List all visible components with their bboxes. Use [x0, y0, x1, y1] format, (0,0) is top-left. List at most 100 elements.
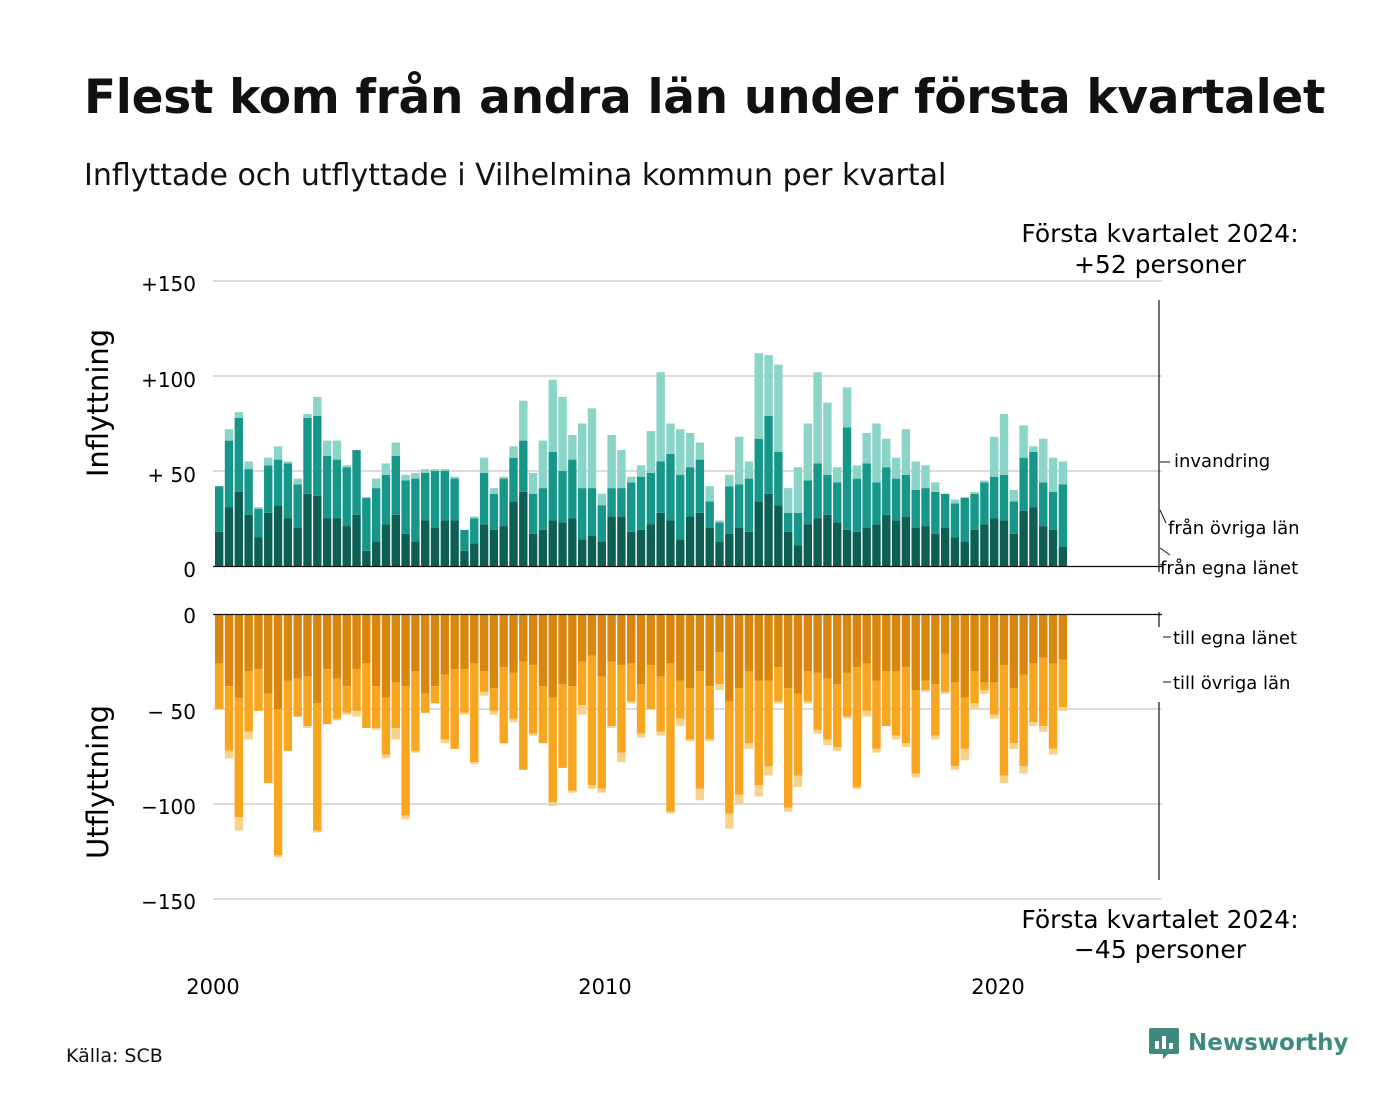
- bar-from-other-counties: [774, 452, 783, 506]
- bar-to-own-county: [362, 614, 371, 664]
- bar-to-other-counties: [479, 671, 489, 692]
- bar-from-other-counties: [999, 474, 1009, 521]
- bar-emigration: [244, 731, 253, 740]
- bar-from-own-county: [450, 520, 459, 566]
- bar-immigration: [528, 472, 538, 494]
- bar-immigration: [499, 476, 508, 479]
- bar-immigration: [901, 429, 911, 475]
- bar-from-other-counties: [960, 497, 969, 542]
- bar-emigration: [833, 747, 842, 751]
- bar-immigration: [891, 457, 901, 479]
- bar-emigration: [695, 788, 705, 801]
- bar-from-own-county: [303, 493, 312, 566]
- bar-from-other-counties: [891, 478, 901, 521]
- bar-from-own-county: [519, 491, 528, 566]
- bar-from-own-county: [509, 501, 518, 566]
- bar-immigration: [705, 486, 714, 502]
- bar-emigration: [313, 830, 322, 833]
- bar-emigration: [803, 701, 812, 704]
- bar-to-other-counties: [999, 665, 1009, 776]
- bar-immigration: [734, 436, 744, 485]
- bar-to-own-county: [754, 614, 763, 681]
- bar-from-other-counties: [744, 478, 754, 532]
- bar-from-other-counties: [617, 488, 626, 517]
- bar-immigration: [607, 434, 616, 489]
- bar-to-own-county: [1058, 614, 1068, 660]
- bar-to-other-counties: [715, 652, 724, 685]
- bar-from-other-counties: [872, 482, 881, 525]
- bar-from-other-counties: [401, 480, 410, 534]
- bar-from-own-county: [813, 518, 822, 566]
- bar-to-other-counties: [470, 663, 479, 763]
- bar-to-own-county: [558, 614, 567, 685]
- bar-immigration: [636, 465, 646, 477]
- bar-immigration: [234, 412, 244, 418]
- bar-from-other-counties: [538, 488, 548, 530]
- bar-from-own-county: [940, 528, 950, 566]
- label-leader: [1159, 509, 1167, 524]
- bar-from-other-counties: [411, 478, 420, 542]
- bar-to-other-counties: [352, 669, 361, 711]
- bar-immigration: [371, 478, 381, 489]
- bar-to-other-counties: [460, 669, 469, 713]
- outflow-axis-title: Utflyttning: [81, 705, 115, 859]
- bar-to-own-county: [254, 614, 263, 670]
- bar-from-own-county: [715, 541, 724, 566]
- bar-immigration: [264, 457, 273, 466]
- bar-from-own-county: [793, 545, 803, 566]
- bar-immigration: [685, 433, 695, 468]
- bar-emigration: [676, 718, 685, 727]
- bar-to-other-counties: [548, 697, 557, 803]
- bar-from-own-county: [901, 516, 911, 566]
- bar-emigration: [823, 739, 832, 746]
- bar-from-other-counties: [725, 486, 734, 534]
- bar-from-other-counties: [479, 472, 489, 525]
- bar-to-own-county: [744, 614, 754, 671]
- bar-to-other-counties: [725, 701, 734, 814]
- bar-to-own-county: [568, 614, 577, 687]
- bar-to-other-counties: [891, 671, 901, 736]
- bar-emigration: [989, 714, 999, 719]
- bar-to-own-county: [479, 614, 489, 671]
- bar-immigration: [921, 465, 930, 489]
- bar-from-own-county: [244, 514, 253, 566]
- bar-from-other-counties: [293, 484, 302, 528]
- bar-from-other-counties: [1009, 501, 1019, 534]
- bar-from-other-counties: [509, 457, 518, 502]
- bar-from-own-county: [273, 505, 283, 566]
- bar-to-own-county: [401, 614, 410, 687]
- bar-from-own-county: [352, 514, 361, 566]
- bar-to-own-county: [538, 614, 548, 687]
- bar-from-other-counties: [989, 476, 999, 519]
- bar-to-other-counties: [283, 680, 293, 751]
- bar-immigration: [548, 379, 557, 452]
- bar-from-other-counties: [734, 484, 744, 528]
- bar-to-other-counties: [783, 688, 793, 808]
- bar-from-own-county: [695, 512, 705, 566]
- bar-to-other-counties: [744, 671, 754, 744]
- bar-to-other-counties: [842, 672, 852, 717]
- newsworthy-logo-text: Newsworthy: [1188, 1030, 1349, 1056]
- bar-immigration: [970, 491, 979, 494]
- bar-from-own-county: [617, 516, 626, 566]
- bar-emigration: [970, 703, 979, 709]
- bar-from-own-county: [744, 531, 754, 566]
- bar-to-other-counties: [872, 680, 881, 749]
- bar-to-other-counties: [921, 680, 930, 690]
- bar-from-own-county: [362, 550, 371, 566]
- bar-to-other-counties: [509, 672, 518, 719]
- bar-from-own-county: [999, 520, 1009, 566]
- bar-to-own-county: [1019, 614, 1028, 675]
- bar-immigration: [931, 482, 940, 492]
- bar-emigration: [577, 705, 587, 715]
- bar-to-own-county: [666, 614, 675, 664]
- bar-to-other-counties: [371, 686, 381, 728]
- bar-from-own-county: [224, 507, 234, 566]
- bar-emigration: [685, 739, 695, 742]
- bar-from-other-counties: [234, 417, 244, 492]
- bar-to-other-counties: [244, 671, 253, 732]
- bar-to-own-county: [519, 614, 528, 662]
- bar-from-own-county: [891, 520, 901, 566]
- bar-emigration: [872, 748, 881, 753]
- bar-from-own-county: [215, 531, 224, 566]
